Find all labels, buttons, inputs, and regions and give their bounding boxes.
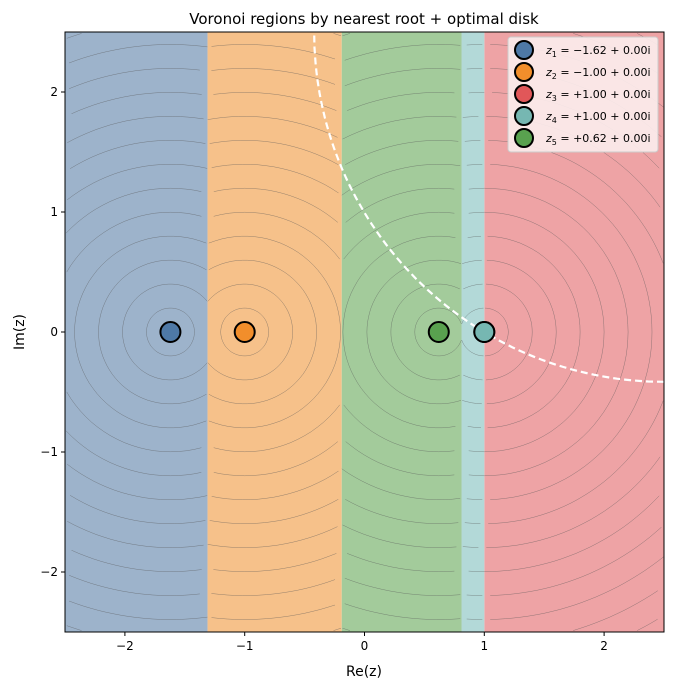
contour-line <box>414 307 462 357</box>
legend-label-z4: z4 = +1.00 + 0.00i <box>545 110 651 125</box>
contour-line <box>390 283 460 381</box>
contour-line <box>66 33 82 631</box>
contour-line <box>67 164 208 500</box>
contour-line <box>462 116 479 548</box>
contour-line <box>98 259 207 405</box>
legend: z1 = −1.62 + 0.00i z2 = −1.00 + 0.00i z3 =… <box>507 36 659 153</box>
contour-line <box>344 44 461 620</box>
y-tick-label: −1 <box>40 445 58 459</box>
contours-z1 <box>65 33 208 631</box>
contour-line <box>342 116 457 548</box>
contour-line <box>213 92 337 572</box>
contours-z4 <box>461 44 485 620</box>
contour-line <box>466 68 483 596</box>
marker-z1 <box>159 321 182 343</box>
contour-line <box>366 259 462 405</box>
contour-line <box>466 44 483 620</box>
y-tick-label: 2 <box>50 85 58 99</box>
contour-line <box>207 116 338 548</box>
contour-line <box>347 92 455 572</box>
contour-line <box>211 68 336 596</box>
contour-line <box>66 211 202 453</box>
legend-marker-z4 <box>514 106 534 126</box>
contour-line <box>333 33 342 631</box>
x-tick-label: −2 <box>116 639 134 653</box>
legend-label-z1: z1 = −1.62 + 0.00i <box>545 44 651 59</box>
contour-line <box>343 211 455 453</box>
region-z2 <box>207 32 342 632</box>
contour-line <box>468 211 485 453</box>
contour-line <box>344 68 461 596</box>
contour-line <box>220 307 269 357</box>
contour-line <box>207 283 293 381</box>
x-axis-label: Re(z) <box>346 664 382 680</box>
root-markers <box>159 321 496 343</box>
contour-line <box>341 164 461 500</box>
regions <box>65 32 664 632</box>
contour-line <box>65 187 202 477</box>
legend-label-z3: z3 = +1.00 + 0.00i <box>545 88 651 103</box>
x-tick-label: 0 <box>361 639 369 653</box>
contour-line <box>208 259 317 405</box>
contour-line <box>345 187 455 477</box>
y-tick-label: 1 <box>50 205 58 219</box>
contours <box>65 33 664 631</box>
legend-marker-z3 <box>514 84 534 104</box>
contour-line <box>485 283 533 381</box>
y-axis-label: Im(z) <box>12 314 28 350</box>
contour-line <box>468 92 485 572</box>
legend-marker-z1 <box>514 40 534 60</box>
chart-title: Voronoi regions by nearest root + optima… <box>189 10 539 28</box>
contour-line <box>68 44 208 620</box>
marker-z4 <box>473 321 496 343</box>
contour-line <box>484 211 605 453</box>
contour-line <box>345 140 459 524</box>
y-tick-label: 0 <box>50 325 58 339</box>
contour-line <box>342 235 456 429</box>
contours-z2 <box>207 33 342 631</box>
contour-line <box>213 211 340 453</box>
legend-label-z2: z2 = −1.00 + 0.00i <box>545 66 651 81</box>
contour-line <box>211 164 339 500</box>
contour-line <box>463 283 483 381</box>
optimal-disk-circle <box>313 31 665 383</box>
contour-line <box>74 235 207 429</box>
contour-line <box>467 235 482 429</box>
y-tick-label: −2 <box>40 565 58 579</box>
contour-line <box>208 235 341 429</box>
x-tick-label: 2 <box>600 639 608 653</box>
contour-line <box>69 68 200 596</box>
contours-z5 <box>341 33 462 631</box>
legend-label-z5: z5 = +0.62 + 0.00i <box>545 132 651 147</box>
contour-line <box>213 187 338 477</box>
contour-line <box>486 259 557 405</box>
legend-box <box>507 36 659 153</box>
contour-line <box>122 283 208 381</box>
contour-line <box>146 307 195 357</box>
contour-line <box>466 164 483 500</box>
ticks: −2 −1 0 1 2 −2 −1 0 1 2 <box>40 85 608 653</box>
contour-line <box>464 140 481 524</box>
region-z1 <box>65 32 208 632</box>
contour-line <box>487 235 581 429</box>
contour-line <box>490 164 653 500</box>
contour-line <box>209 140 339 524</box>
contour-line <box>71 92 202 572</box>
legend-marker-z2 <box>514 62 534 82</box>
marker-z5 <box>427 321 450 343</box>
contour-line <box>468 187 485 477</box>
contour-line <box>484 187 629 477</box>
marker-z2 <box>233 321 256 343</box>
contour-line <box>342 33 351 631</box>
legend-marker-z5 <box>514 128 534 148</box>
contour-line <box>69 140 206 524</box>
x-tick-label: 1 <box>480 639 488 653</box>
contour-line <box>67 116 204 548</box>
region-z4 <box>461 32 485 632</box>
contour-line <box>462 259 482 405</box>
optimal-disk <box>313 31 665 383</box>
contour-line <box>485 307 509 357</box>
x-tick-label: −1 <box>236 639 254 653</box>
